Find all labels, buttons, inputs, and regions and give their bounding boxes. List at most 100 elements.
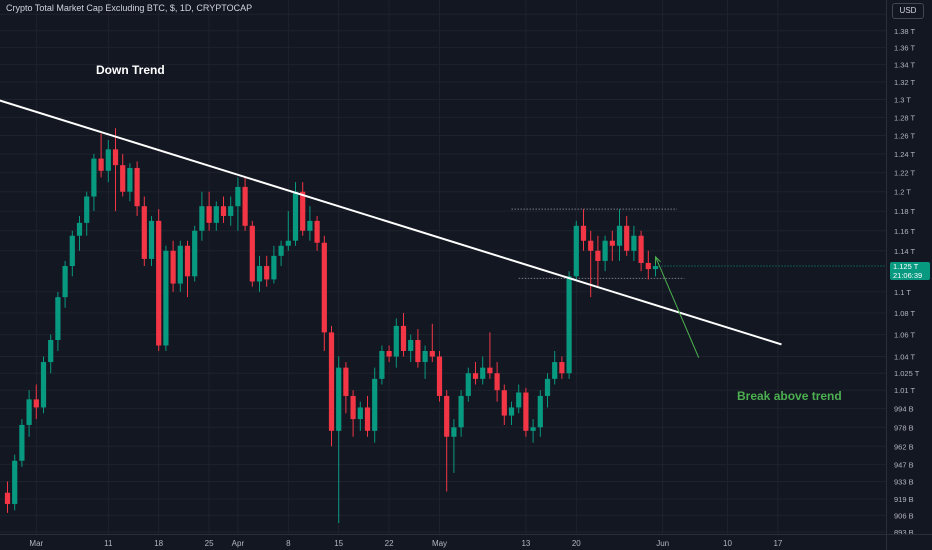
candle-body xyxy=(494,373,500,391)
candle-body xyxy=(141,206,147,259)
price-tick-label: 962 B xyxy=(894,442,914,451)
candle-body xyxy=(552,362,558,379)
candle xyxy=(530,419,536,443)
candle-body xyxy=(645,262,651,270)
candle-body xyxy=(40,362,47,408)
candle-body xyxy=(487,367,493,374)
candle xyxy=(127,163,133,202)
candle xyxy=(350,390,356,437)
time-tick-label: 15 xyxy=(334,539,343,548)
candle-body xyxy=(127,167,133,192)
candle-body xyxy=(170,250,176,284)
candle-body xyxy=(285,240,291,246)
chart-title: Crypto Total Market Cap Excluding BTC, $… xyxy=(6,3,253,13)
price-tick-label: 1.22 T xyxy=(894,169,916,178)
price-tick-label: 1.38 T xyxy=(894,27,916,36)
bar-countdown: 21:06:39 xyxy=(893,271,923,280)
candle-body xyxy=(163,250,169,346)
candle-body xyxy=(609,240,615,246)
candle xyxy=(26,390,32,437)
candle-body xyxy=(76,222,83,236)
candle xyxy=(134,161,140,216)
time-tick-label: Jun xyxy=(656,539,669,548)
candle xyxy=(213,201,219,231)
candle xyxy=(400,313,407,357)
candle-body xyxy=(98,158,104,171)
time-tick-label: 22 xyxy=(385,539,394,548)
candle-body xyxy=(566,276,572,374)
candle-body xyxy=(400,325,407,351)
candle-body xyxy=(472,373,479,379)
price-tick-label: 1.14 T xyxy=(894,247,916,256)
price-tick-label: 1.24 T xyxy=(894,150,916,159)
candle xyxy=(84,191,90,236)
candle-body xyxy=(271,255,277,280)
candle xyxy=(458,390,464,437)
candle xyxy=(76,215,83,251)
candle xyxy=(91,153,97,212)
candle-body xyxy=(415,340,421,363)
candle xyxy=(357,401,363,431)
candle xyxy=(609,230,615,261)
candle-body xyxy=(134,167,140,207)
currency-button[interactable]: USD xyxy=(892,3,924,19)
price-tick-label: 994 B xyxy=(894,405,914,414)
candle xyxy=(652,262,659,277)
candle-body xyxy=(192,230,198,277)
price-tick-label: 1.06 T xyxy=(894,331,916,340)
price-tick-label: 1.16 T xyxy=(894,227,916,236)
candle-body xyxy=(256,266,263,282)
candle-body xyxy=(199,206,205,231)
time-tick-label: 10 xyxy=(723,539,732,548)
candle-body xyxy=(55,297,61,341)
candle xyxy=(631,225,637,261)
candle xyxy=(372,367,378,443)
arrow-layer xyxy=(654,255,700,358)
price-tick-label: 893 B xyxy=(894,528,914,537)
candle xyxy=(408,334,414,363)
candle-body xyxy=(26,399,32,425)
candle xyxy=(537,390,543,437)
candle-body xyxy=(321,242,327,333)
candle-body xyxy=(393,325,399,357)
candle xyxy=(480,356,486,385)
candle xyxy=(573,220,579,282)
candle xyxy=(40,356,47,414)
candle xyxy=(264,255,270,287)
candle-body xyxy=(357,407,363,420)
price-tick-label: 978 B xyxy=(894,423,914,432)
trendline xyxy=(0,99,782,346)
candle-body xyxy=(508,407,515,416)
candle-body xyxy=(235,186,241,207)
candle xyxy=(184,240,191,298)
candle-body xyxy=(429,350,435,357)
candle-body xyxy=(422,350,428,363)
candle xyxy=(393,318,399,368)
candle xyxy=(616,209,623,261)
candle-body xyxy=(12,460,18,504)
candle-body xyxy=(91,158,97,197)
candle xyxy=(249,220,255,287)
time-tick-label: 8 xyxy=(286,539,291,548)
time-tick-label: 18 xyxy=(154,539,163,548)
candle xyxy=(379,345,385,385)
candle-body xyxy=(652,266,659,270)
time-tick-label: 20 xyxy=(572,539,581,548)
time-axis[interactable]: Mar 11 18 25 Apr 8 15 22 May 13 20 Jun 10 17 xyxy=(0,534,932,549)
candle xyxy=(120,153,126,197)
candle-body xyxy=(624,225,630,251)
candle xyxy=(307,206,313,241)
candle xyxy=(580,209,587,251)
candle xyxy=(444,390,450,492)
candle xyxy=(62,260,68,308)
candle xyxy=(242,177,248,231)
candle-body xyxy=(480,367,486,379)
last-price-badge: 1.125 T 21:06:39 xyxy=(890,262,930,280)
candle-body xyxy=(379,350,385,379)
candle xyxy=(544,373,551,408)
candle-body xyxy=(84,196,90,223)
candle-body xyxy=(249,225,255,282)
price-tick-label: 947 B xyxy=(894,460,914,469)
price-tick-label: 1.28 T xyxy=(894,113,916,122)
